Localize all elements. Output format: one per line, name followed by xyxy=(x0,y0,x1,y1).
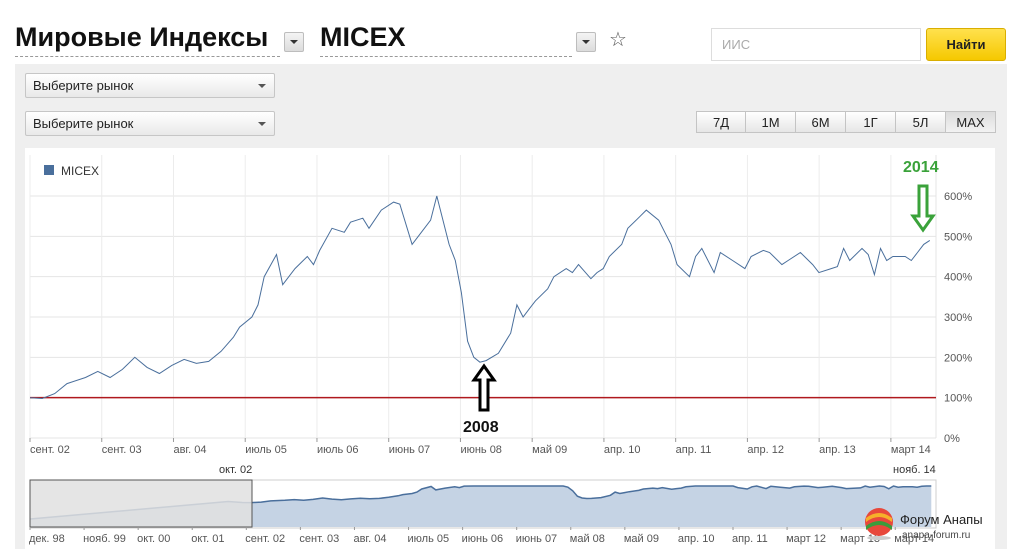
navigator-tick-label: май 09 xyxy=(624,533,659,545)
navigator-tick-label: сент. 03 xyxy=(299,533,339,545)
x-tick-label: июнь 07 xyxy=(389,444,431,456)
grid-lines xyxy=(29,155,937,439)
index-title: MICEX xyxy=(320,22,406,52)
market-select-2[interactable]: Выберите рынок xyxy=(25,111,275,136)
market-select-1-label: Выберите рынок xyxy=(33,78,134,93)
navigator-area xyxy=(30,486,932,527)
navigator-tick-label: апр. 11 xyxy=(732,533,768,545)
index-underline xyxy=(320,56,572,57)
arrow-up-icon xyxy=(471,363,497,412)
period-button-max[interactable]: MAX xyxy=(946,111,996,133)
navigator-tick-label: апр. 10 xyxy=(678,533,715,545)
find-button[interactable]: Найти xyxy=(926,28,1006,61)
x-tick-label: авг. 04 xyxy=(173,444,206,456)
period-button-7d[interactable]: 7Д xyxy=(696,111,746,133)
y-tick-label: 200% xyxy=(944,352,972,364)
period-button-5y[interactable]: 5Л xyxy=(896,111,946,133)
navigator-range-end: нояб. 14 xyxy=(893,464,936,476)
series-line-micex xyxy=(29,195,931,400)
title-dropdown-button[interactable] xyxy=(284,32,304,52)
index-dropdown-button[interactable] xyxy=(576,32,596,52)
chevron-down-icon xyxy=(258,84,266,88)
y-tick-label: 100% xyxy=(944,393,972,405)
navigator-line xyxy=(29,485,932,520)
x-tick-label: апр. 12 xyxy=(747,444,784,456)
annotation-2008: 2008 xyxy=(463,419,499,436)
period-selector: 7Д 1М 6М 1Г 5Л MAX xyxy=(696,111,996,133)
market-select-2-label: Выберите рынок xyxy=(33,116,134,131)
page-title: Мировые Индексы xyxy=(15,22,269,52)
y-tick-label: 300% xyxy=(944,312,972,324)
navigator-tick-label: авг. 04 xyxy=(353,533,386,545)
navigator-tick-label: март 12 xyxy=(786,533,826,545)
navigator-tick-label: июнь 07 xyxy=(516,533,558,545)
y-tick-label: 400% xyxy=(944,272,972,284)
y-tick-label: 500% xyxy=(944,231,972,243)
y-tick-label: 600% xyxy=(944,191,972,203)
x-tick-label: июль 05 xyxy=(245,444,287,456)
navigator-tick-label: июль 05 xyxy=(408,533,450,545)
x-tick-label: апр. 11 xyxy=(676,444,712,456)
chevron-down-icon xyxy=(258,122,266,126)
navigator-tick-label: сент. 02 xyxy=(245,533,285,545)
arrow-down-icon xyxy=(910,184,936,233)
navigator-tick-label: май 08 xyxy=(570,533,605,545)
y-axis-ticks: 0% 100% 200% 300% 400% 500% 600% xyxy=(944,191,972,445)
navigator-tick-label: нояб. 99 xyxy=(83,533,126,545)
market-select-1[interactable]: Выберите рынок xyxy=(25,73,275,98)
x-tick-label: март 14 xyxy=(891,444,931,456)
navigator-tick-label: июнь 06 xyxy=(462,533,504,545)
watermark-name: Форум Анапы xyxy=(900,512,983,527)
navigator-shade-left[interactable] xyxy=(29,479,253,528)
forum-logo xyxy=(865,508,893,540)
navigator-range-start: окт. 02 xyxy=(219,464,252,476)
chevron-down-icon xyxy=(290,40,298,44)
x-axis-ticks: сент. 02 сент. 03 авг. 04 июль 05 июль 06 июн… xyxy=(29,438,931,456)
x-tick-label: сент. 03 xyxy=(102,444,142,456)
legend-label-micex: MICEX xyxy=(61,164,99,178)
chevron-down-icon xyxy=(582,40,590,44)
period-button-1y[interactable]: 1Г xyxy=(846,111,896,133)
x-tick-label: сент. 02 xyxy=(30,444,70,456)
x-tick-label: июнь 08 xyxy=(460,444,502,456)
annotation-2014: 2014 xyxy=(903,159,939,176)
navigator-tick-label: окт. 01 xyxy=(191,533,224,545)
navigator-tick-label: март 13 xyxy=(840,533,880,545)
x-tick-label: июль 06 xyxy=(317,444,359,456)
navigator-x-ticks: дек. 98 нояб. 99 окт. 00 окт. 01 сент. 02 сен… xyxy=(29,527,934,545)
y-tick-label: 0% xyxy=(944,433,960,445)
x-tick-label: апр. 13 xyxy=(819,444,856,456)
navigator-tick-label: март 14 xyxy=(894,533,934,545)
star-icon[interactable]: ☆ xyxy=(609,29,627,51)
legend-swatch xyxy=(44,165,54,175)
watermark-url: anapa-forum.ru xyxy=(902,530,970,541)
title-underline xyxy=(15,56,280,57)
navigator-tick-label: дек. 98 xyxy=(29,533,65,545)
period-button-1m[interactable]: 1М xyxy=(746,111,796,133)
x-tick-label: апр. 10 xyxy=(604,444,641,456)
search-input[interactable]: ИИС xyxy=(711,28,921,61)
period-button-6m[interactable]: 6М xyxy=(796,111,846,133)
navigator-tick-label: окт. 00 xyxy=(137,533,170,545)
x-tick-label: май 09 xyxy=(532,444,567,456)
